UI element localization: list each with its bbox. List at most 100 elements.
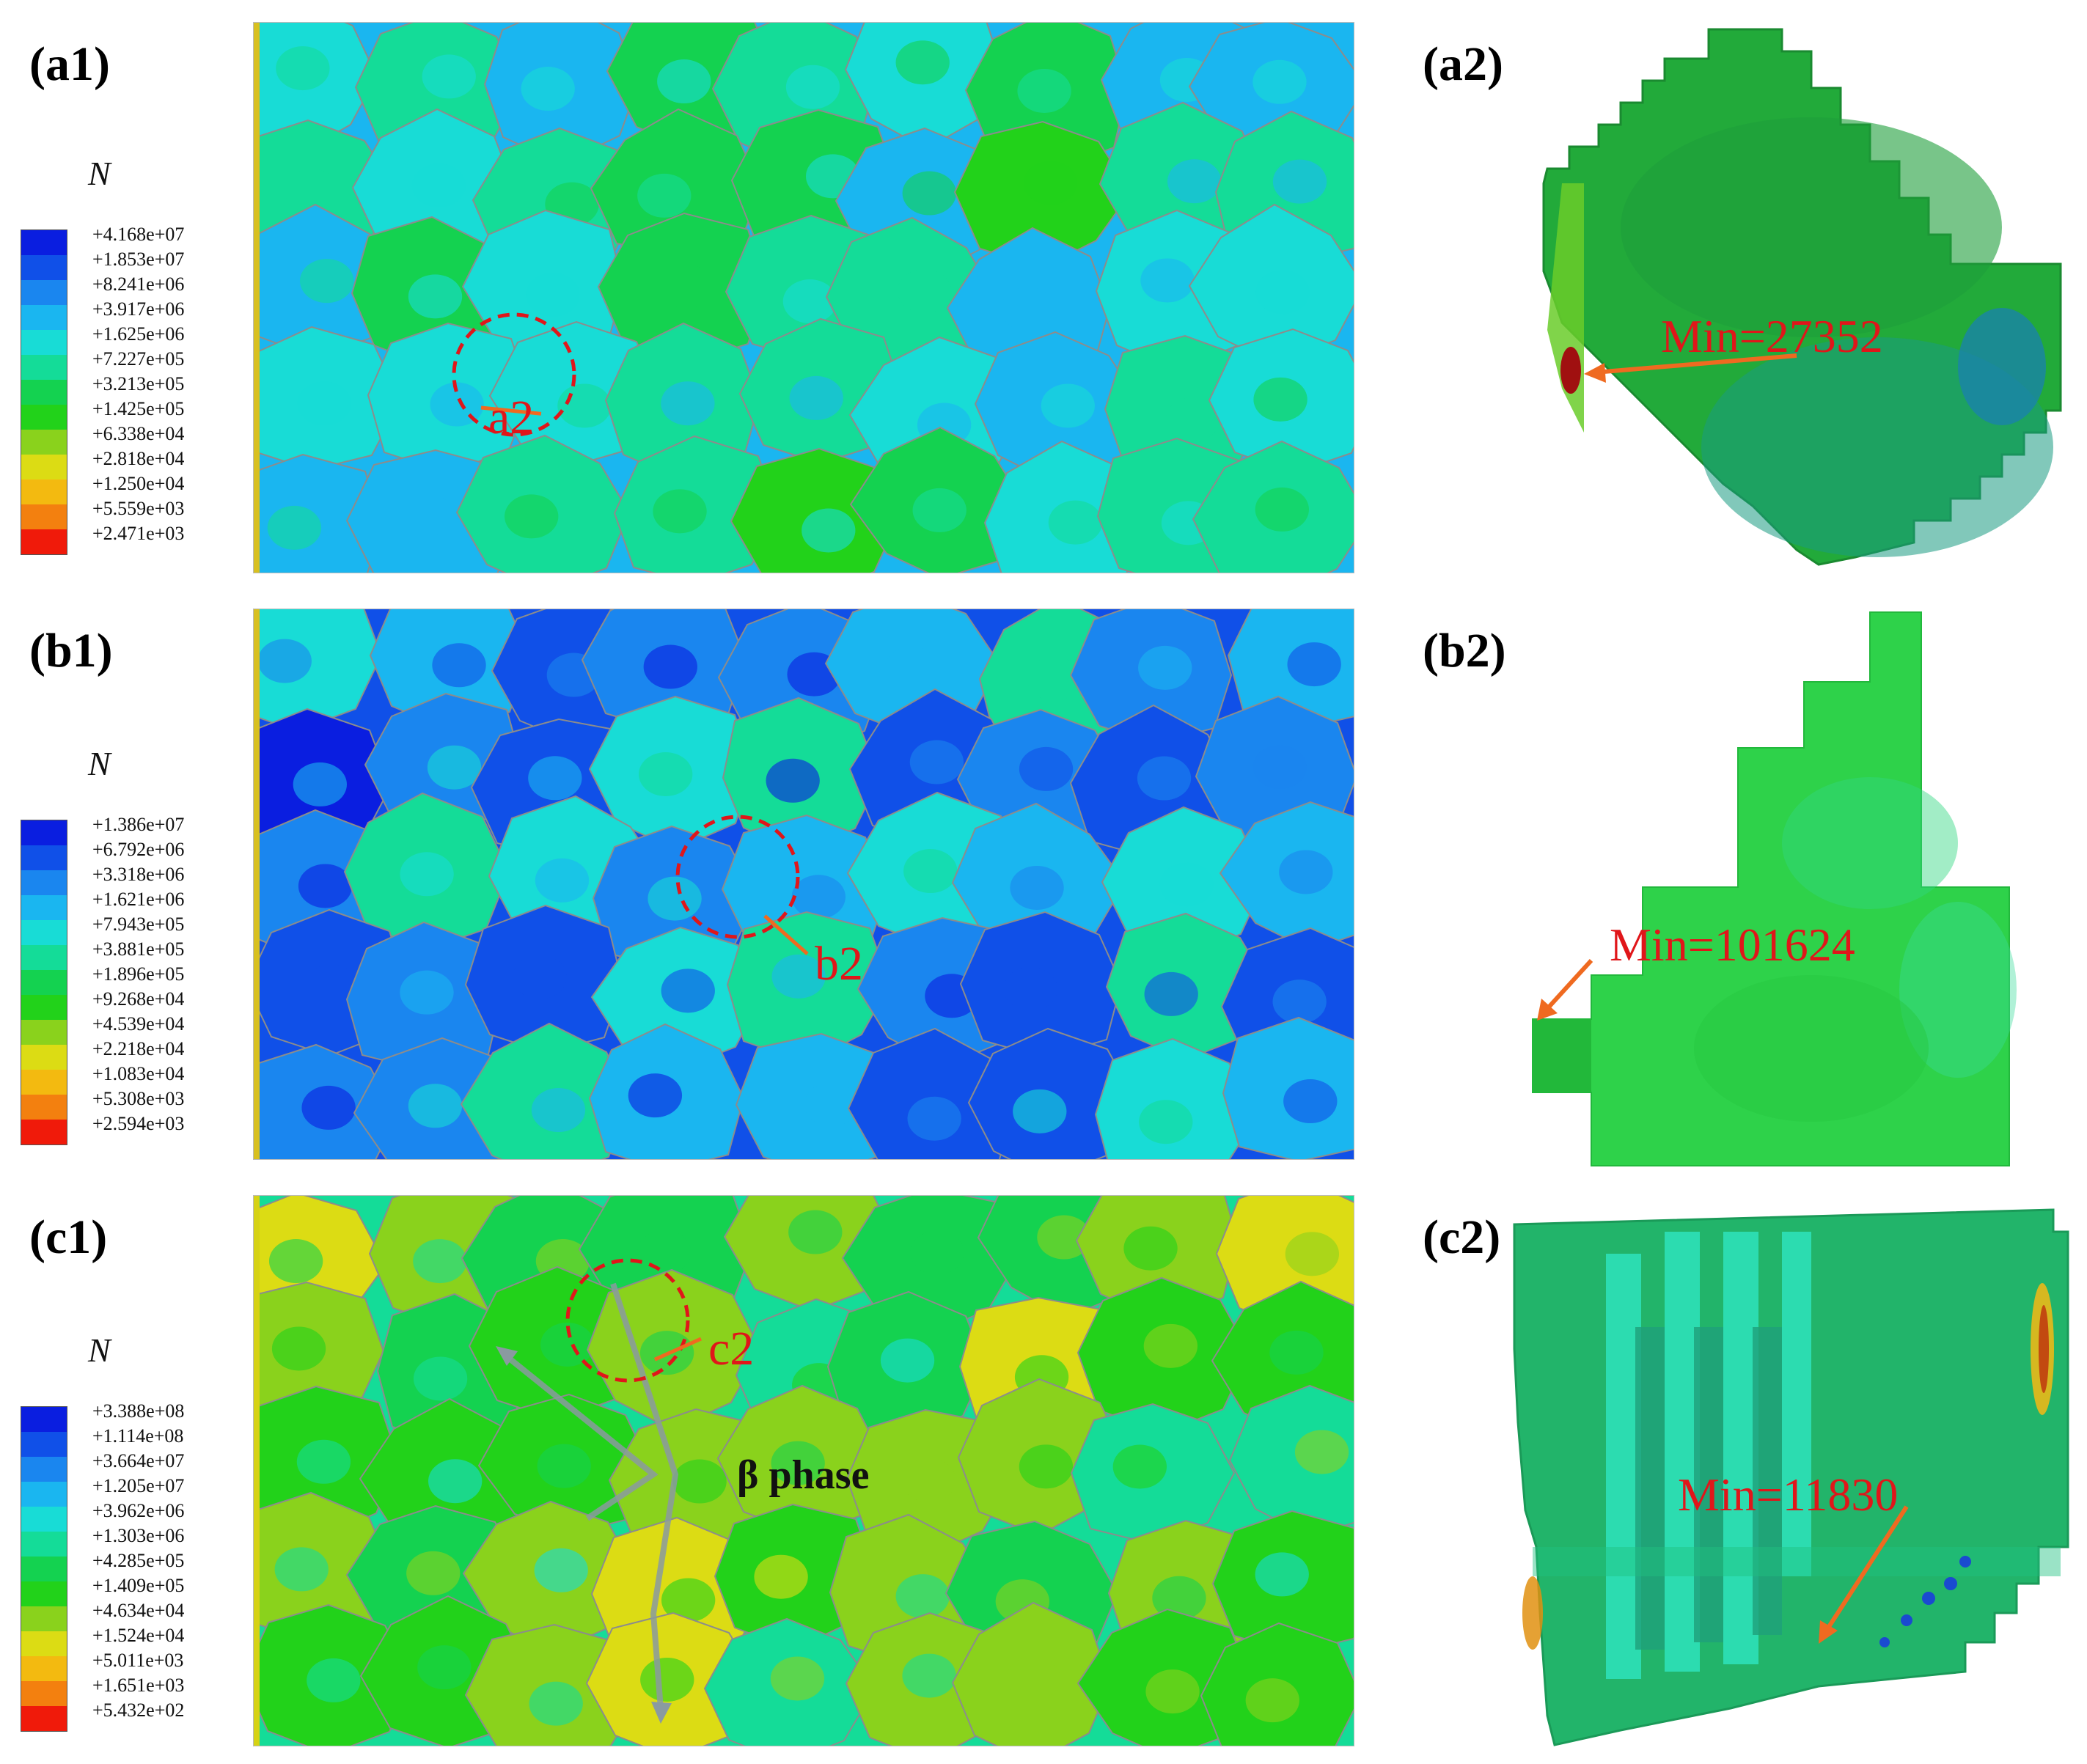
legend-swatch: [21, 995, 67, 1020]
contour-blob: [643, 644, 697, 689]
contour-blob: [791, 875, 846, 919]
contour-blob: [1255, 487, 1309, 532]
callout-label: c2: [708, 1322, 754, 1375]
contour-blob: [1255, 270, 1310, 315]
contour-blob: [1143, 1323, 1198, 1368]
beta-phase-label: β phase: [737, 1452, 870, 1498]
contour-blob: [417, 1645, 472, 1690]
legend-value: +3.917e+06: [92, 298, 185, 320]
legend-value: +1.303e+06: [92, 1525, 185, 1546]
contour-blob: [1027, 656, 1082, 701]
legend-value: +2.471e+03: [92, 523, 185, 544]
contour-blob: [557, 383, 612, 428]
legend-swatch: [21, 970, 67, 995]
legend-color-bar: [21, 820, 67, 1145]
contour-blob: [1152, 1576, 1206, 1620]
legend-value: +7.943e+05: [92, 914, 185, 935]
legend-value: +7.227e+05: [92, 348, 185, 370]
contour-blob: [428, 1459, 483, 1504]
detail-grain-c2: Min=11830: [1511, 1202, 2075, 1760]
contour-blob: [537, 1444, 591, 1488]
contour-blob: [1253, 377, 1307, 422]
contour-blob: [297, 381, 351, 426]
contour-blob: [659, 264, 714, 309]
legend-value: +3.318e+06: [92, 864, 185, 885]
contour-blob: [903, 849, 958, 894]
contour-blob: [910, 1230, 964, 1275]
contour-blob: [1123, 1226, 1178, 1271]
beta-phase-arrow: [501, 1350, 659, 1521]
contour-blob: [1165, 397, 1220, 442]
legend-swatch: [21, 1557, 67, 1581]
legend-value: +5.011e+03: [92, 1650, 184, 1671]
contour-blob: [534, 1548, 588, 1592]
legend-swatch: [21, 1432, 67, 1457]
contour-map-b1: b2: [253, 609, 1354, 1160]
legend-swatch: [21, 1070, 67, 1095]
contour-blob: [285, 169, 339, 213]
legend-values: +4.168e+07 +1.853e+07 +8.241e+06 +3.917e+06…: [92, 222, 184, 546]
contour-blob: [1017, 68, 1071, 113]
callout-arrow: [480, 405, 542, 416]
panel-label-c1: (c1): [29, 1210, 108, 1264]
contour-blob: [408, 1084, 463, 1128]
legend-title: N: [88, 155, 111, 192]
contour-blob: [802, 508, 856, 553]
contour-blob: [505, 494, 559, 539]
legend-swatch: [21, 305, 67, 330]
region-circle: [452, 312, 576, 437]
legend-value: +5.559e+03: [92, 498, 185, 519]
legend-values: +1.386e+07 +6.792e+06 +3.318e+06 +1.621e+06…: [92, 812, 184, 1136]
contour-blob: [296, 1439, 351, 1484]
contour-blob: [1167, 159, 1222, 204]
legend-c: N +3.388e+08 +1.114e+08 +3.664e+07 +1.205e+…: [16, 1331, 236, 1741]
contour-blob: [661, 969, 715, 1013]
grain: [847, 1027, 1014, 1159]
contour-blob: [1279, 850, 1333, 894]
contour-blob: [406, 1551, 461, 1595]
legend-value: +1.896e+05: [92, 963, 185, 985]
min-arrow: [1544, 958, 1593, 1013]
grain: [844, 23, 1004, 150]
legend-swatch: [21, 1656, 67, 1681]
legend-value: +3.962e+06: [92, 1500, 185, 1521]
contour-map-a1: a2: [253, 22, 1354, 573]
contour-blob: [653, 489, 707, 534]
contour-blob: [1140, 258, 1195, 303]
legend-values: +3.388e+08 +1.114e+08 +3.664e+07 +1.205e+07…: [92, 1399, 184, 1723]
legend-value: +3.881e+05: [92, 938, 185, 960]
legend-value: +3.664e+07: [92, 1450, 185, 1471]
panel-label-c2: (c2): [1423, 1210, 1501, 1264]
legend-swatch: [21, 1407, 67, 1432]
panel-label-a2: (a2): [1423, 37, 1503, 91]
legend-value: +1.425e+05: [92, 398, 185, 419]
legend-swatch: [21, 1581, 67, 1606]
contour-blob: [307, 1658, 361, 1702]
contour-blob: [1019, 1444, 1074, 1489]
legend-swatch: [21, 1631, 67, 1656]
callout-arrow: [763, 914, 809, 955]
contour-blob: [276, 46, 330, 91]
contour-blob: [1138, 645, 1192, 690]
contour-blob: [1112, 1444, 1167, 1489]
contour-blob: [271, 1326, 326, 1371]
legend-value: +1.651e+03: [92, 1675, 185, 1696]
contour-blob: [639, 752, 693, 797]
contour-blob: [909, 740, 964, 784]
contour-blob: [422, 54, 476, 99]
contour-blob: [1003, 966, 1057, 1011]
contour-blob: [640, 1657, 694, 1702]
contour-blob: [661, 381, 715, 426]
legend-value: +1.083e+04: [92, 1063, 185, 1084]
contour-blob: [902, 171, 956, 216]
legend-color-bar: [21, 1406, 67, 1732]
callout-label: b2: [815, 937, 863, 991]
grain: [1222, 1016, 1354, 1159]
min-arrow: [1824, 1505, 1909, 1633]
contour-blob: [628, 1073, 683, 1118]
contour-blob: [1006, 1656, 1060, 1701]
legend-value: +2.818e+04: [92, 448, 185, 469]
contour-blob: [413, 1239, 467, 1284]
legend-swatch: [21, 280, 67, 305]
legend-swatch: [21, 255, 67, 280]
